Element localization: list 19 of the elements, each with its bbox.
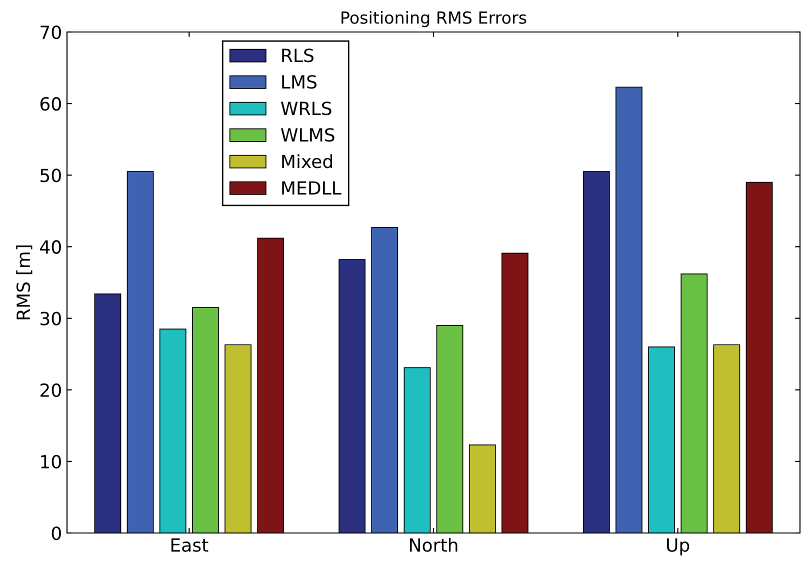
x-tick-label: Up (667, 538, 690, 556)
y-tick-label: 60 (40, 97, 61, 111)
legend-label: MEDLL (282, 181, 342, 194)
legend-label: Mixed (282, 154, 332, 168)
y-tick-label: 70 (40, 25, 61, 40)
y-tick-label: 50 (40, 168, 61, 182)
legend-label: WRLS (281, 102, 332, 116)
legend-label: WLMS (281, 128, 334, 142)
y-tick-label: 0 (52, 526, 61, 540)
y-tick-label: 30 (40, 312, 61, 326)
y-tick-label: 40 (40, 240, 61, 254)
y-tick-label: 20 (40, 383, 61, 397)
y-axis-title: RMS [m] (16, 246, 32, 320)
x-tick-label: East (171, 538, 208, 552)
legend-label: LMS (282, 75, 316, 89)
legend-label: RLS (282, 48, 314, 62)
x-tick-label: North (410, 538, 458, 552)
y-tick-label: 10 (41, 454, 61, 469)
chart-title: Positioning RMS Errors (342, 11, 526, 28)
